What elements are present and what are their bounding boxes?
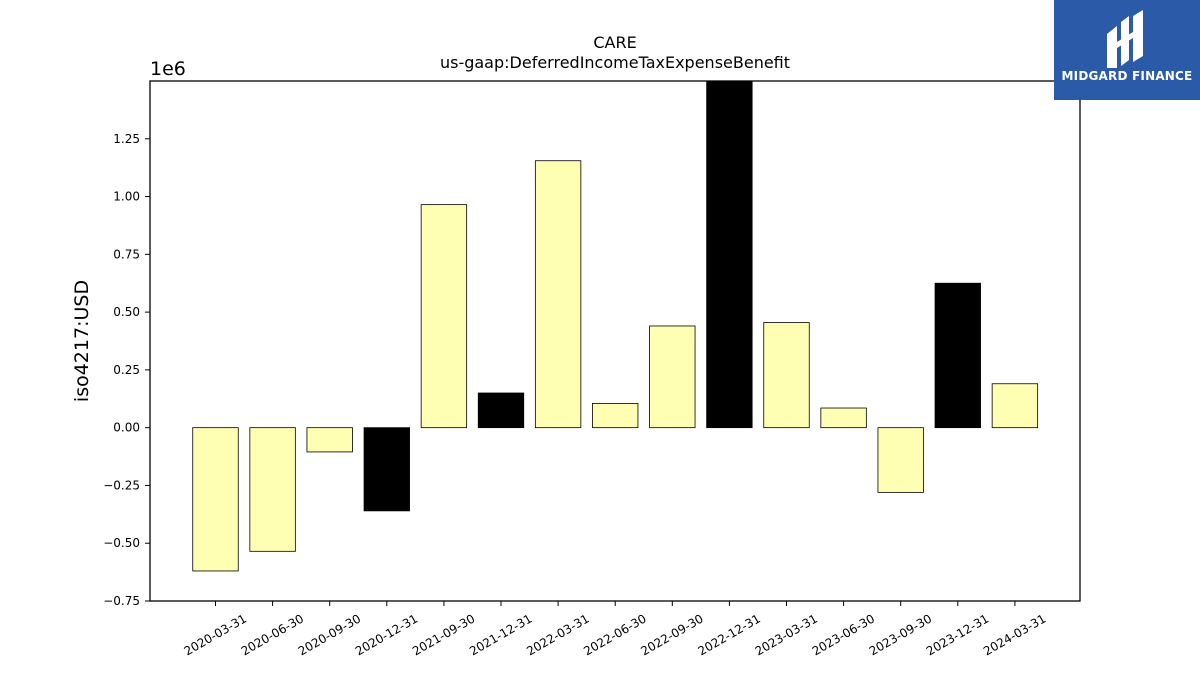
bar-2023-03-31 <box>763 322 810 429</box>
plot-frame <box>149 80 1081 602</box>
x-tick-label: 2022-09-30 <box>638 611 705 658</box>
x-tick-label: 2024-03-31 <box>981 611 1048 658</box>
x-tick-label: 2021-09-30 <box>410 611 477 658</box>
y-tick-label: 1.25 <box>113 132 140 146</box>
bar-2020-03-31 <box>192 427 239 572</box>
x-tick-label: 2020-03-31 <box>182 611 249 658</box>
y-tick-label: 0.00 <box>113 421 140 435</box>
y-tick-label: 0.25 <box>113 363 140 377</box>
y-axis-label: iso4217:USD <box>71 280 93 402</box>
x-tick-label: 2020-09-30 <box>296 611 363 658</box>
x-tick-label: 2023-12-31 <box>924 611 991 658</box>
bar-2020-06-30 <box>249 427 296 552</box>
chart-subtitle: us-gaap:DeferredIncomeTaxExpenseBenefit <box>440 53 790 72</box>
bar-2021-09-30 <box>420 204 468 429</box>
bars-group <box>192 80 1039 572</box>
logo-mark-icon <box>1107 10 1143 68</box>
bar-2021-12-31 <box>477 392 525 429</box>
x-tick-label: 2022-03-31 <box>524 611 591 658</box>
bar-2022-12-31 <box>706 80 753 429</box>
x-tick-label: 2023-03-31 <box>753 611 820 658</box>
midgard-finance-logo: MIDGARD FINANCE <box>1054 0 1200 100</box>
bar-2024-03-31 <box>991 383 1039 429</box>
x-tick-label: 2022-12-31 <box>695 611 762 658</box>
bar-2022-06-30 <box>592 402 639 429</box>
x-tick-label: 2020-12-31 <box>353 611 420 658</box>
y-tick-label: −0.75 <box>103 594 140 608</box>
bar-2020-09-30 <box>306 427 353 453</box>
x-tick-label: 2021-12-31 <box>467 611 534 658</box>
y-tick-label: −0.50 <box>103 536 140 550</box>
bar-2022-03-31 <box>534 160 582 429</box>
x-tick-label: 2020-06-30 <box>239 611 306 658</box>
y-tick-label: 1.00 <box>113 190 140 204</box>
x-ticks-group: 2020-03-312020-06-302020-09-302020-12-31… <box>182 601 1048 658</box>
y-tick-label: 0.50 <box>113 305 140 319</box>
y-tick-label: −0.25 <box>103 478 140 492</box>
bar-2023-06-30 <box>820 407 867 429</box>
x-tick-label: 2022-06-30 <box>581 611 648 658</box>
x-tick-label: 2023-09-30 <box>867 611 934 658</box>
chart-title: CARE <box>593 33 636 52</box>
bar-2023-12-31 <box>934 282 981 429</box>
y-multiplier-label: 1e6 <box>150 58 186 80</box>
bar-2020-12-31 <box>363 427 410 512</box>
logo-text: MIDGARD FINANCE <box>1061 69 1193 83</box>
bar-2023-09-30 <box>877 427 924 493</box>
y-ticks-group: −0.75 −0.50 −0.25 0.00 0.25 0.50 0.75 1.00 1.25 <box>103 132 150 608</box>
bar-2022-09-30 <box>649 325 696 429</box>
x-tick-label: 2023-06-30 <box>810 611 877 658</box>
y-tick-label: 0.75 <box>113 247 140 261</box>
